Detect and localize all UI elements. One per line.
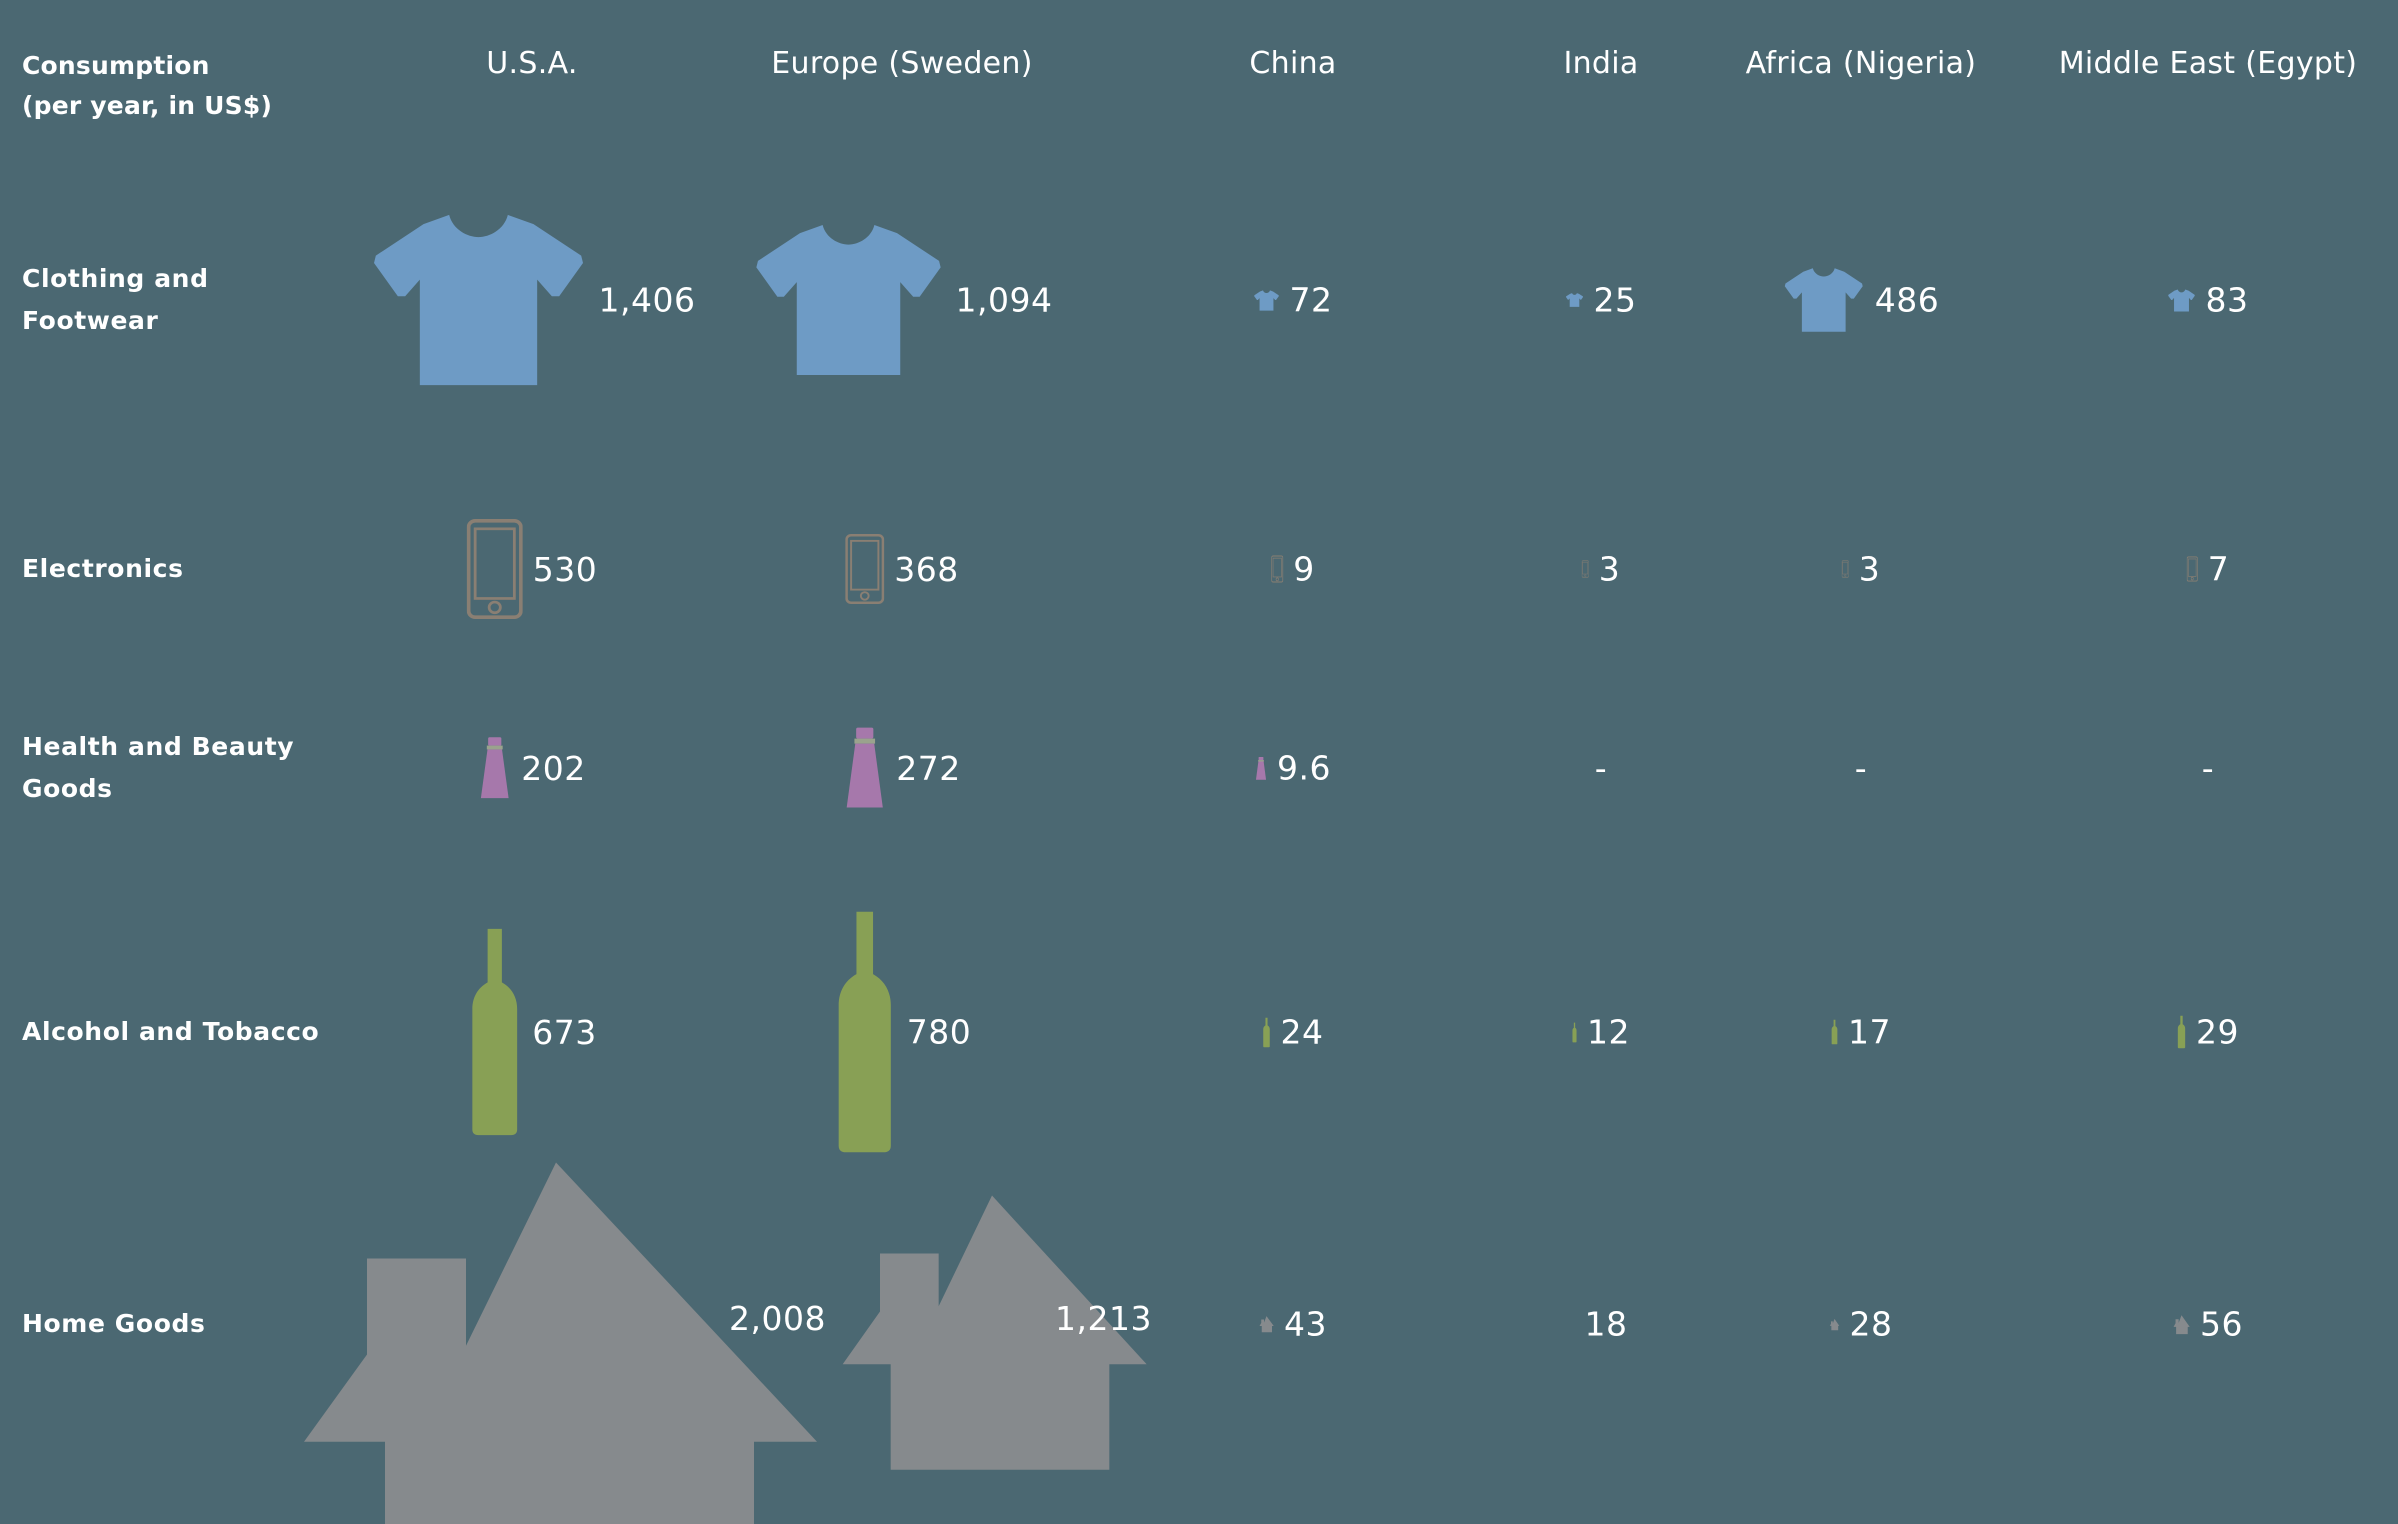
cell-value: 673: [532, 1012, 597, 1052]
cell-value: 25: [1593, 280, 1637, 320]
row-label-health-and-beauty-goods: Health and Beauty Goods: [22, 732, 295, 803]
data-cell: 17: [1831, 1016, 1891, 1049]
cell-value: 272: [896, 748, 961, 788]
house-icon: [1259, 1316, 1274, 1333]
column-header-china: China: [1249, 46, 1337, 81]
cell-value: 2,008: [729, 1299, 826, 1338]
data-cell: 12: [1572, 1016, 1630, 1049]
smartphone-icon: [845, 534, 885, 604]
data-cell: 29: [2177, 1016, 2239, 1049]
house-icon: [832, 1185, 1152, 1475]
cell-value: 3: [1598, 549, 1621, 589]
cell-value: -: [1854, 748, 1868, 788]
data-cell: -: [1595, 752, 1607, 785]
row-label-clothing-and-footwear: Clothing and Footwear: [22, 264, 209, 335]
wine-bottle-icon: [2177, 1015, 2186, 1049]
wine-bottle-icon: [467, 927, 522, 1137]
data-cell: 18: [1575, 1308, 1628, 1341]
cosmetic-bottle-icon: [478, 736, 511, 800]
wine-bottle-icon: [1572, 1022, 1577, 1042]
cell-value: 9: [1293, 549, 1315, 589]
cell-value: 24: [1280, 1012, 1324, 1052]
house-icon: [1829, 1318, 1840, 1330]
cell-value: -: [2201, 748, 2215, 788]
house-icon: [2173, 1314, 2190, 1334]
data-cell: -: [2202, 752, 2214, 785]
data-cell: -: [1855, 752, 1867, 785]
cell-value: 56: [2200, 1304, 2243, 1344]
tshirt-icon: [1565, 293, 1584, 308]
cell-value: 1,406: [598, 280, 696, 320]
cell-value: -: [1594, 748, 1608, 788]
data-cell: 56: [2173, 1308, 2243, 1341]
data-cell: 1,406: [369, 208, 696, 393]
smartphone-icon: [2186, 556, 2198, 582]
tshirt-icon: [2168, 288, 2196, 312]
tshirt-icon: [369, 208, 589, 393]
cell-value: 3: [1858, 549, 1881, 589]
cell-value: 83: [2205, 280, 2249, 320]
data-cell: 1,213: [832, 1185, 1152, 1475]
data-cell: 72: [1254, 284, 1333, 317]
smartphone-icon: [1271, 555, 1284, 583]
cell-value: 17: [1848, 1012, 1891, 1052]
cell-value: 1,094: [955, 280, 1053, 320]
cell-value: 1,213: [1055, 1299, 1152, 1338]
cell-value: 18: [1584, 1304, 1628, 1344]
smartphone-icon: [1581, 560, 1589, 578]
cell-value: 72: [1289, 280, 1333, 320]
data-cell: 9: [1271, 553, 1315, 586]
data-cell: 780: [833, 910, 972, 1155]
tshirt-icon: [1783, 266, 1865, 335]
cell-value: 7: [2207, 549, 2230, 589]
data-cell: 272: [843, 726, 961, 810]
cell-value: 28: [1849, 1304, 1893, 1344]
cell-value: 486: [1874, 280, 1940, 320]
row-label-electronics: Electronics: [22, 554, 184, 583]
data-cell: 43: [1259, 1308, 1327, 1341]
tshirt-icon: [752, 219, 946, 382]
data-cell: 486: [1783, 266, 1940, 335]
column-header-middle-east-egypt: Middle East (Egypt): [2058, 46, 2358, 81]
cosmetic-bottle-icon: [843, 726, 886, 810]
row-label-alcohol-and-tobacco: Alcohol and Tobacco: [22, 1017, 320, 1046]
column-header-africa-nigeria: Africa (Nigeria): [1745, 46, 1977, 81]
smartphone-icon: [466, 519, 523, 619]
cell-value: 202: [521, 748, 586, 788]
data-cell: 3: [1581, 549, 1621, 589]
cell-value: 43: [1284, 1304, 1327, 1344]
wine-bottle-icon: [833, 910, 897, 1155]
column-header-india: India: [1563, 46, 1639, 81]
data-cell: 83: [2168, 284, 2249, 317]
row-header-title: Consumption (per year, in US$): [22, 51, 273, 120]
column-header-u-s-a: U.S.A.: [486, 46, 578, 81]
data-cell: 1,094: [752, 219, 1053, 382]
cell-value: 29: [2196, 1012, 2239, 1052]
cell-value: 9.6: [1277, 748, 1331, 788]
cell-value: 780: [906, 1012, 972, 1052]
wine-bottle-icon: [1263, 1017, 1271, 1047]
house-icon: [286, 1145, 826, 1524]
column-header-europe-sweden: Europe (Sweden): [771, 46, 1033, 81]
data-cell: 2,008: [286, 1145, 826, 1524]
data-cell: 25: [1565, 280, 1637, 320]
data-cell: 24: [1263, 1016, 1324, 1049]
cell-value: 368: [894, 549, 959, 589]
data-cell: 7: [2186, 549, 2230, 589]
cell-value: 12: [1587, 1012, 1630, 1052]
cosmetic-bottle-icon: [1255, 756, 1267, 780]
wine-bottle-icon: [1831, 1019, 1838, 1045]
data-cell: 673: [467, 927, 597, 1137]
data-cell: 368: [845, 534, 959, 604]
row-label-home-goods: Home Goods: [22, 1309, 206, 1338]
data-cell: 202: [478, 736, 586, 800]
data-cell: 3: [1841, 549, 1881, 589]
tshirt-icon: [1254, 289, 1280, 311]
cell-value: 530: [532, 549, 598, 589]
data-cell: 9.6: [1255, 752, 1331, 785]
data-cell: 28: [1829, 1304, 1893, 1344]
data-cell: 530: [466, 519, 598, 619]
smartphone-icon: [1841, 560, 1849, 578]
